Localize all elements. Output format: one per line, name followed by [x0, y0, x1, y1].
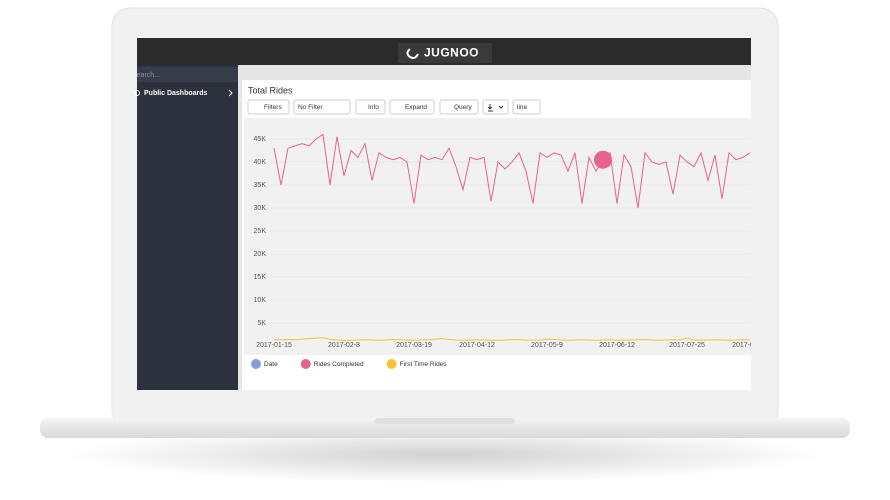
- viz-select-label: line: [517, 104, 528, 111]
- x-tick-label: 2017-03-19: [396, 342, 432, 349]
- y-tick-label: 45K: [254, 136, 267, 143]
- nav-icon: [134, 90, 140, 96]
- expand-label: Expand: [405, 104, 427, 111]
- hover-point: [594, 150, 612, 169]
- y-tick-label: 10K: [254, 297, 267, 304]
- legend-swatch: [300, 359, 311, 369]
- legend-swatch: [251, 359, 261, 369]
- query-label: Query: [454, 104, 472, 111]
- download-button[interactable]: [482, 99, 509, 115]
- x-tick-label: 2017-05-9: [531, 342, 563, 349]
- sidebar: [137, 65, 238, 390]
- viz-select[interactable]: [512, 99, 541, 115]
- y-tick-label: 25K: [254, 228, 267, 235]
- legend-label: First Time Rides: [400, 361, 448, 368]
- y-tick-label: 20K: [254, 251, 267, 258]
- x-tick-label: 2017-04-12: [459, 342, 495, 349]
- logo-box: [398, 43, 492, 63]
- y-tick-label: 30K: [254, 205, 267, 212]
- legend-label: Date: [264, 361, 278, 368]
- chevron: [228, 89, 233, 97]
- search-placeholder[interactable]: Search...: [132, 72, 160, 79]
- toolbar: Filters No Filter Info Expand Query line: [247, 99, 541, 115]
- query-button[interactable]: [439, 99, 479, 115]
- info-button[interactable]: [355, 99, 386, 115]
- x-tick-label: 2017-07-25: [669, 342, 705, 349]
- notch: [375, 418, 515, 424]
- filter-select[interactable]: [293, 99, 351, 115]
- y-tick-label: 35K: [254, 182, 267, 189]
- search-box: [137, 67, 238, 82]
- logo-icon: [406, 48, 419, 59]
- legend: Date Rides Completed First Time Rides: [251, 359, 447, 369]
- series-line: [273, 337, 751, 341]
- y-tick-label: 5K: [257, 320, 266, 327]
- x-tick-label: 2017-06-12: [599, 342, 635, 349]
- filters-button[interactable]: [247, 99, 290, 115]
- laptop-base: [40, 418, 850, 438]
- info-label: Info: [368, 104, 379, 111]
- chart-title: Total Rides: [248, 85, 293, 95]
- x-tick-label: 2017-02-8: [328, 342, 360, 349]
- series-line: [273, 133, 751, 209]
- filter-select-label: No Filter: [298, 104, 323, 111]
- legend-label: Rides Completed: [314, 361, 364, 368]
- nav-item[interactable]: Public Dashboards: [144, 90, 208, 97]
- download-icon: [487, 104, 504, 112]
- x-tick-label: 2017-01-15: [256, 342, 292, 349]
- filters-label: Filters: [264, 104, 282, 111]
- expand-button[interactable]: [389, 99, 435, 115]
- y-tick-label: 40K: [254, 159, 267, 166]
- logo-text: JUGNOO: [424, 46, 479, 60]
- legend-swatch: [386, 359, 397, 369]
- y-tick-label: 15K: [254, 274, 267, 281]
- shadow: [65, 427, 825, 483]
- chart: 5K 10K 15K 20K 25K 30K 35K 40K 45K 2017-01-15 2017…: [254, 133, 754, 349]
- plot-area: [244, 118, 751, 355]
- x-tick-label: 2017-0: [732, 342, 754, 349]
